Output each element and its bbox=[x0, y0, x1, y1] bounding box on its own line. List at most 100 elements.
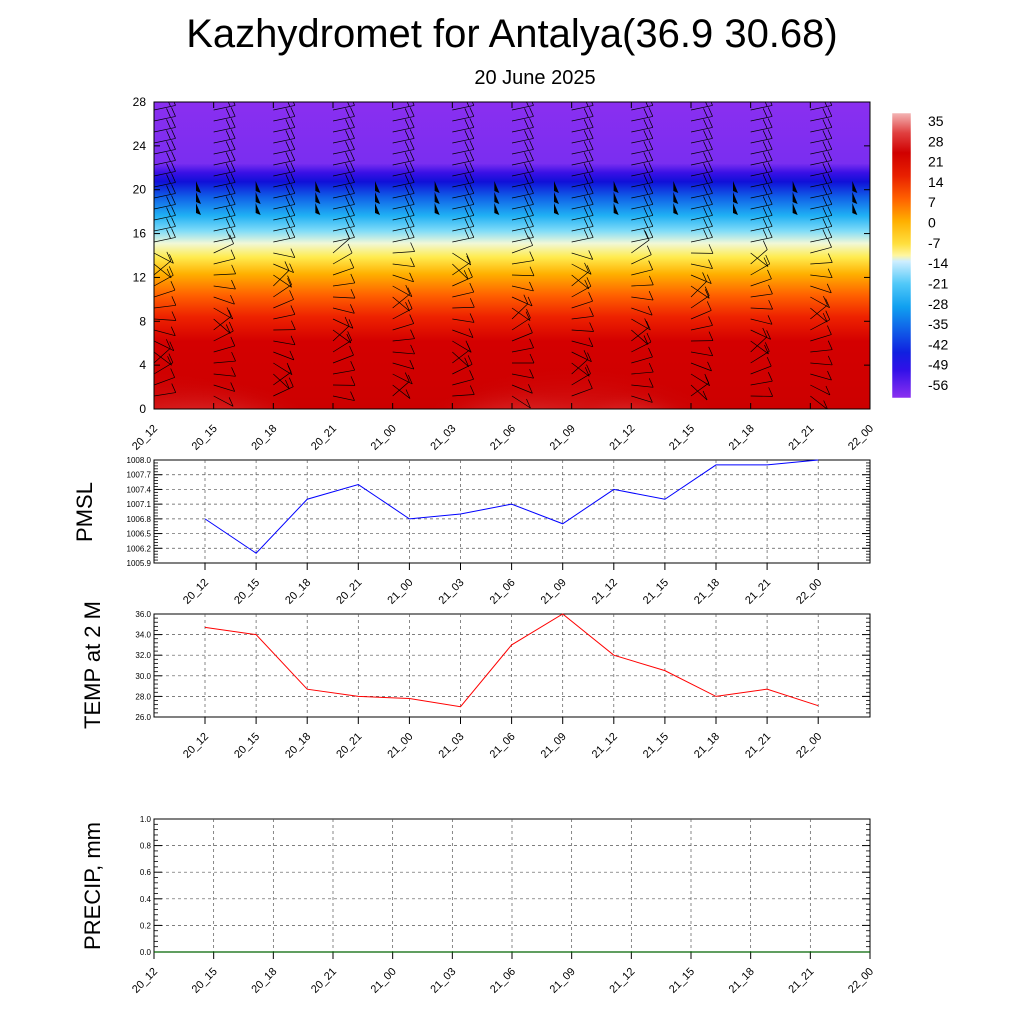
wind-barb bbox=[810, 238, 832, 254]
wind-barb bbox=[273, 377, 294, 397]
wind-barb bbox=[869, 384, 870, 385]
x-tick-label: 20_15 bbox=[190, 966, 220, 996]
wind-barb bbox=[869, 175, 870, 176]
wind-barb bbox=[750, 151, 773, 166]
wind-barb bbox=[810, 195, 858, 215]
wind-barb bbox=[452, 107, 475, 122]
wind-barb bbox=[690, 173, 738, 193]
wind-barb bbox=[452, 195, 500, 215]
x-tick-label: 20_21 bbox=[334, 731, 364, 761]
wind-barb bbox=[690, 286, 710, 309]
temperature-heatmap: 20_12 20_15 20_18 20_21 21_00 21_03 21_06 21_09… bbox=[130, 95, 876, 453]
wind-barb bbox=[690, 272, 707, 298]
wind-barb bbox=[631, 362, 654, 375]
wind-barb bbox=[511, 308, 531, 331]
wind-barb bbox=[869, 341, 870, 342]
wind-barb bbox=[213, 195, 261, 215]
colorbar-label: -42 bbox=[928, 336, 948, 352]
wind-barb bbox=[452, 340, 471, 364]
wind-barb bbox=[690, 102, 713, 111]
x-tick-label: 20_12 bbox=[181, 731, 211, 761]
wind-barb bbox=[750, 195, 798, 215]
wind-barb bbox=[213, 162, 236, 177]
y-tick-label: 1006.5 bbox=[127, 530, 152, 539]
wind-barb bbox=[213, 249, 236, 265]
y-tick-label: 36.0 bbox=[135, 610, 151, 619]
wind-barb bbox=[273, 335, 296, 346]
wind-barb bbox=[810, 217, 833, 232]
wind-barb bbox=[869, 142, 870, 143]
wind-barb bbox=[690, 373, 710, 397]
wind-barb bbox=[154, 118, 176, 133]
wind-barb bbox=[392, 344, 415, 355]
wind-barb bbox=[631, 332, 652, 353]
wind-barb bbox=[392, 118, 415, 133]
wind-barb bbox=[452, 173, 500, 193]
wind-barb bbox=[571, 151, 594, 166]
wind-barb bbox=[869, 241, 870, 242]
wind-barb bbox=[154, 340, 175, 351]
wind-barb bbox=[213, 321, 234, 342]
wind-barb bbox=[511, 107, 534, 122]
wind-barb bbox=[452, 328, 474, 338]
wind-barb bbox=[154, 107, 176, 122]
wind-barb bbox=[332, 361, 355, 375]
wind-barb bbox=[571, 277, 592, 298]
y-axis-label: PRECIP, mm bbox=[80, 822, 105, 950]
wind-barb bbox=[273, 107, 296, 122]
x-tick-label: 22_00 bbox=[794, 577, 824, 607]
wind-barb bbox=[810, 325, 832, 342]
wind-barb bbox=[571, 184, 619, 204]
wind-barb bbox=[332, 217, 355, 232]
x-tick-label: 22_00 bbox=[846, 966, 876, 996]
wind-barb bbox=[750, 118, 773, 133]
wind-barb bbox=[631, 151, 654, 166]
wind-barb bbox=[869, 230, 870, 231]
wind-barb bbox=[631, 393, 653, 403]
wind-barb bbox=[750, 173, 798, 193]
wind-barb bbox=[571, 195, 619, 215]
wind-barb bbox=[631, 140, 654, 155]
wind-barb bbox=[750, 254, 771, 276]
wind-barb bbox=[869, 131, 870, 132]
wind-barb bbox=[690, 331, 714, 342]
heatmap-y-tick-label: 24 bbox=[133, 139, 147, 153]
wind-barb bbox=[332, 118, 355, 133]
heatmap-x-tick-label: 21_06 bbox=[488, 423, 518, 453]
wind-barb bbox=[452, 385, 475, 397]
wind-barb bbox=[332, 173, 380, 193]
y-tick-label: 28.0 bbox=[135, 692, 151, 701]
wind-barb bbox=[511, 369, 534, 379]
wind-barb bbox=[810, 228, 833, 243]
heatmap-y-tick-label: 4 bbox=[139, 358, 146, 372]
x-tick-label: 21_03 bbox=[437, 577, 467, 607]
wind-barb bbox=[571, 307, 594, 320]
wind-barb bbox=[750, 327, 768, 353]
wind-barb bbox=[511, 173, 559, 193]
wind-barb bbox=[750, 217, 773, 232]
wind-barb bbox=[452, 313, 475, 323]
wind-barb bbox=[571, 217, 594, 232]
wind-barb bbox=[750, 206, 773, 221]
wind-barb bbox=[810, 162, 833, 177]
colorbar-label: -7 bbox=[928, 235, 941, 251]
wind-barb bbox=[332, 318, 354, 329]
wind-barb bbox=[332, 206, 355, 221]
wind-barb bbox=[213, 234, 234, 254]
x-tick-label: 21_03 bbox=[437, 731, 467, 761]
wind-barb bbox=[332, 258, 355, 276]
wind-barb bbox=[332, 304, 355, 314]
x-tick-label: 21_18 bbox=[727, 966, 757, 996]
wind-barb bbox=[750, 102, 773, 111]
wind-barb bbox=[690, 285, 710, 299]
wind-barb bbox=[332, 162, 355, 177]
colorbar-label: -49 bbox=[928, 357, 948, 373]
precip-panel: 0.0 0.2 0.4 0.6 0.8 1.0 20_12 20_15 20_18 20_21 21… bbox=[80, 815, 876, 996]
wind-barb bbox=[690, 151, 713, 166]
wind-barb bbox=[690, 107, 713, 122]
wind-barb bbox=[154, 195, 201, 215]
wind-barb bbox=[571, 118, 594, 133]
wind-barb bbox=[631, 306, 653, 316]
heatmap-hot-spot bbox=[154, 330, 314, 409]
